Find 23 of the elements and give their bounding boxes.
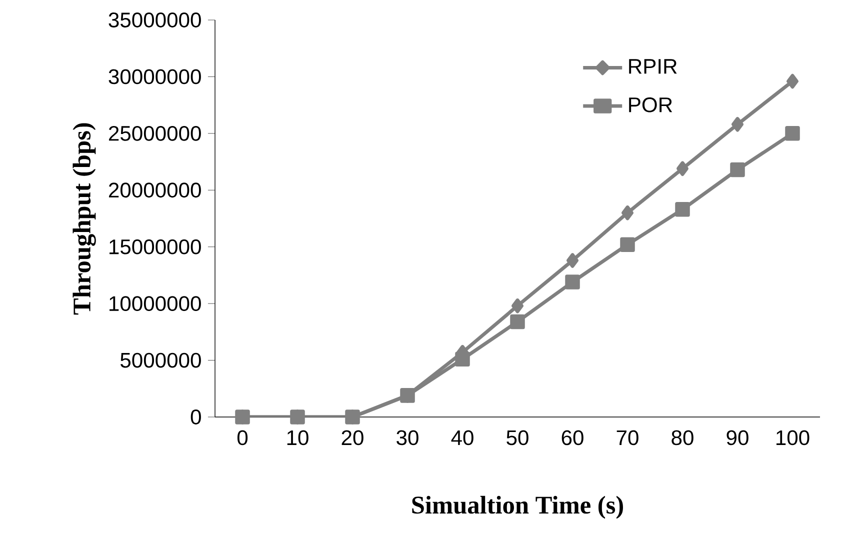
x-tick-label: 40 <box>451 430 474 446</box>
legend-label: RPIR <box>629 59 677 74</box>
x-tick-label: 50 <box>506 430 528 446</box>
y-tick-label: 35000000 <box>108 12 201 28</box>
x-tick-label: 70 <box>616 430 638 446</box>
legend-label: POR <box>629 97 672 112</box>
y-tick-label: 30000000 <box>108 69 201 84</box>
y-tick-label: 25000000 <box>108 126 201 141</box>
y-tick-label: 15000000 <box>110 239 201 254</box>
x-tick-label: 0 <box>237 430 248 446</box>
y-tick-label: 5000000 <box>120 352 201 368</box>
x-axis-title: Simualtion Time (s) <box>412 496 623 519</box>
y-axis-title: Throughput (bps) <box>72 123 96 315</box>
x-tick-label: 20 <box>342 430 364 446</box>
y-tick-label: 0 <box>190 410 201 424</box>
x-tick-label: 80 <box>672 430 694 446</box>
x-tick-label: 10 <box>287 430 308 446</box>
x-tick-label: 90 <box>726 430 748 446</box>
x-tick-label: 60 <box>562 430 584 446</box>
x-tick-label: 100 <box>776 430 810 446</box>
y-tick-label: 10000000 <box>110 296 201 312</box>
y-tick-label: 20000000 <box>108 182 201 198</box>
x-tick-label: 30 <box>396 430 418 446</box>
